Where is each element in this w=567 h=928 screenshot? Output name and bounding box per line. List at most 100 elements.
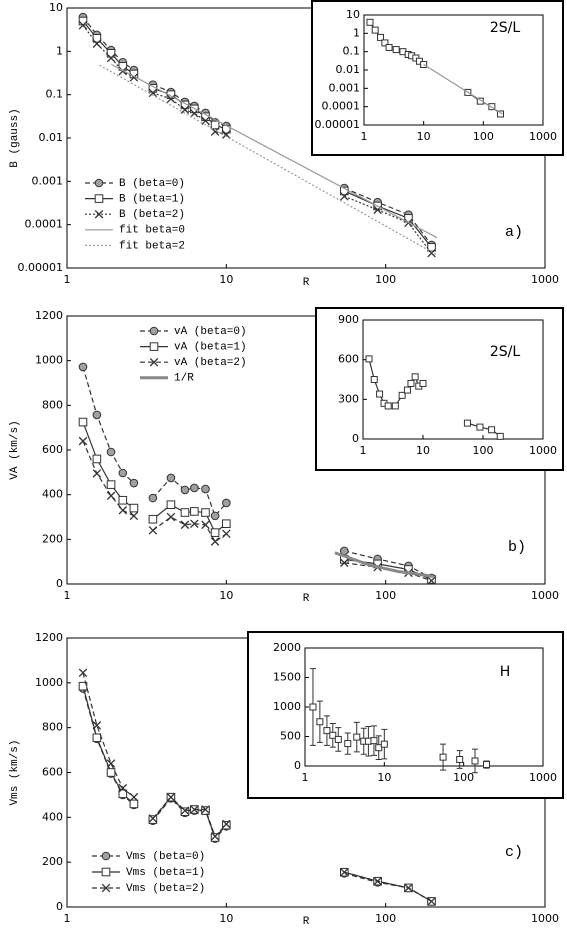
series-line (334, 551, 434, 578)
inset-frame (247, 631, 564, 799)
x-tick-label: 10 (219, 589, 233, 602)
marker (129, 478, 139, 488)
marker (78, 681, 88, 691)
y-tick-label: 200 (42, 532, 63, 545)
marker (92, 39, 102, 48)
x-tick-label: 1000 (531, 273, 559, 286)
marker (180, 807, 190, 817)
inset-frame (315, 307, 564, 471)
marker (201, 484, 210, 494)
legend-label: 1/R (174, 373, 194, 385)
x-tick-label: 1 (64, 273, 71, 286)
marker (166, 500, 176, 510)
marker (180, 485, 190, 495)
marker (497, 110, 505, 118)
marker (129, 511, 139, 521)
marker (398, 391, 406, 399)
marker (190, 483, 199, 493)
y-tick-label: 0.0001 (322, 100, 361, 113)
marker (180, 806, 190, 815)
marker (344, 740, 352, 748)
marker (222, 820, 231, 830)
x-axis-label: R (303, 593, 310, 605)
y-tick-label: 400 (42, 488, 63, 501)
marker (392, 46, 400, 54)
series-line (111, 63, 438, 239)
marker (329, 731, 337, 739)
marker (471, 757, 479, 765)
x-tick-label: 1 (64, 589, 71, 602)
panel-label: a) (505, 224, 523, 241)
x-tick-label: 100 (473, 444, 494, 457)
x-tick-label: 10 (416, 444, 430, 457)
marker (149, 342, 159, 351)
y-tick-label: 900 (338, 313, 359, 326)
marker (78, 668, 88, 678)
marker (404, 883, 413, 893)
inset-frame (311, 0, 564, 156)
y-tick-label: 1000 (35, 354, 63, 367)
marker (92, 469, 102, 478)
marker (376, 390, 384, 398)
series-line (99, 64, 438, 256)
marker (190, 507, 199, 516)
marker (353, 733, 361, 741)
marker (148, 814, 158, 823)
marker (148, 88, 158, 98)
marker (78, 417, 88, 427)
x-tick-label: 1 (302, 771, 309, 784)
y-axis-label: B (gauss) (9, 108, 21, 167)
marker (316, 718, 324, 726)
marker (92, 410, 102, 420)
y-tick-label: 10 (346, 8, 360, 21)
marker (222, 519, 231, 529)
y-tick-label: 400 (42, 810, 63, 823)
marker (365, 355, 373, 363)
marker (180, 105, 190, 114)
y-tick-label: 0.00001 (18, 261, 64, 274)
marker (476, 97, 484, 105)
marker (482, 761, 490, 769)
marker (118, 468, 128, 478)
x-tick-label: 100 (473, 130, 494, 143)
x-tick-label: 1000 (531, 589, 559, 602)
legend-label: vA (beta=2) (174, 357, 247, 369)
marker (201, 508, 210, 517)
marker (366, 18, 374, 26)
marker (78, 20, 88, 30)
y-tick-label: 300 (338, 392, 359, 405)
marker (476, 423, 484, 431)
marker (180, 520, 190, 530)
marker (370, 737, 378, 745)
marker (340, 192, 349, 201)
y-tick-label: 2000 (273, 641, 301, 654)
inset-title: H (500, 664, 511, 680)
inset-title: 2S/L (490, 20, 521, 36)
marker (427, 576, 436, 585)
marker (323, 727, 331, 735)
marker (376, 33, 384, 41)
marker (371, 26, 379, 34)
marker (380, 740, 388, 748)
marker (78, 16, 88, 26)
marker (101, 867, 111, 877)
marker (210, 832, 220, 841)
marker (210, 528, 220, 537)
marker (210, 511, 220, 521)
x-tick-label: 10 (219, 912, 233, 925)
marker (129, 503, 139, 513)
x-tick-label: 1 (64, 912, 71, 925)
marker (106, 447, 116, 457)
y-tick-label: 1 (353, 26, 360, 39)
panel-label: b) (508, 539, 526, 556)
marker (118, 495, 128, 505)
x-tick-label: 100 (375, 912, 396, 925)
x-tick-label: 100 (375, 273, 396, 286)
legend-label: B (beta=1) (119, 194, 185, 206)
marker (456, 756, 464, 764)
marker (385, 43, 393, 51)
marker (180, 508, 190, 517)
marker (92, 454, 102, 464)
marker (148, 514, 158, 524)
marker (222, 529, 231, 539)
